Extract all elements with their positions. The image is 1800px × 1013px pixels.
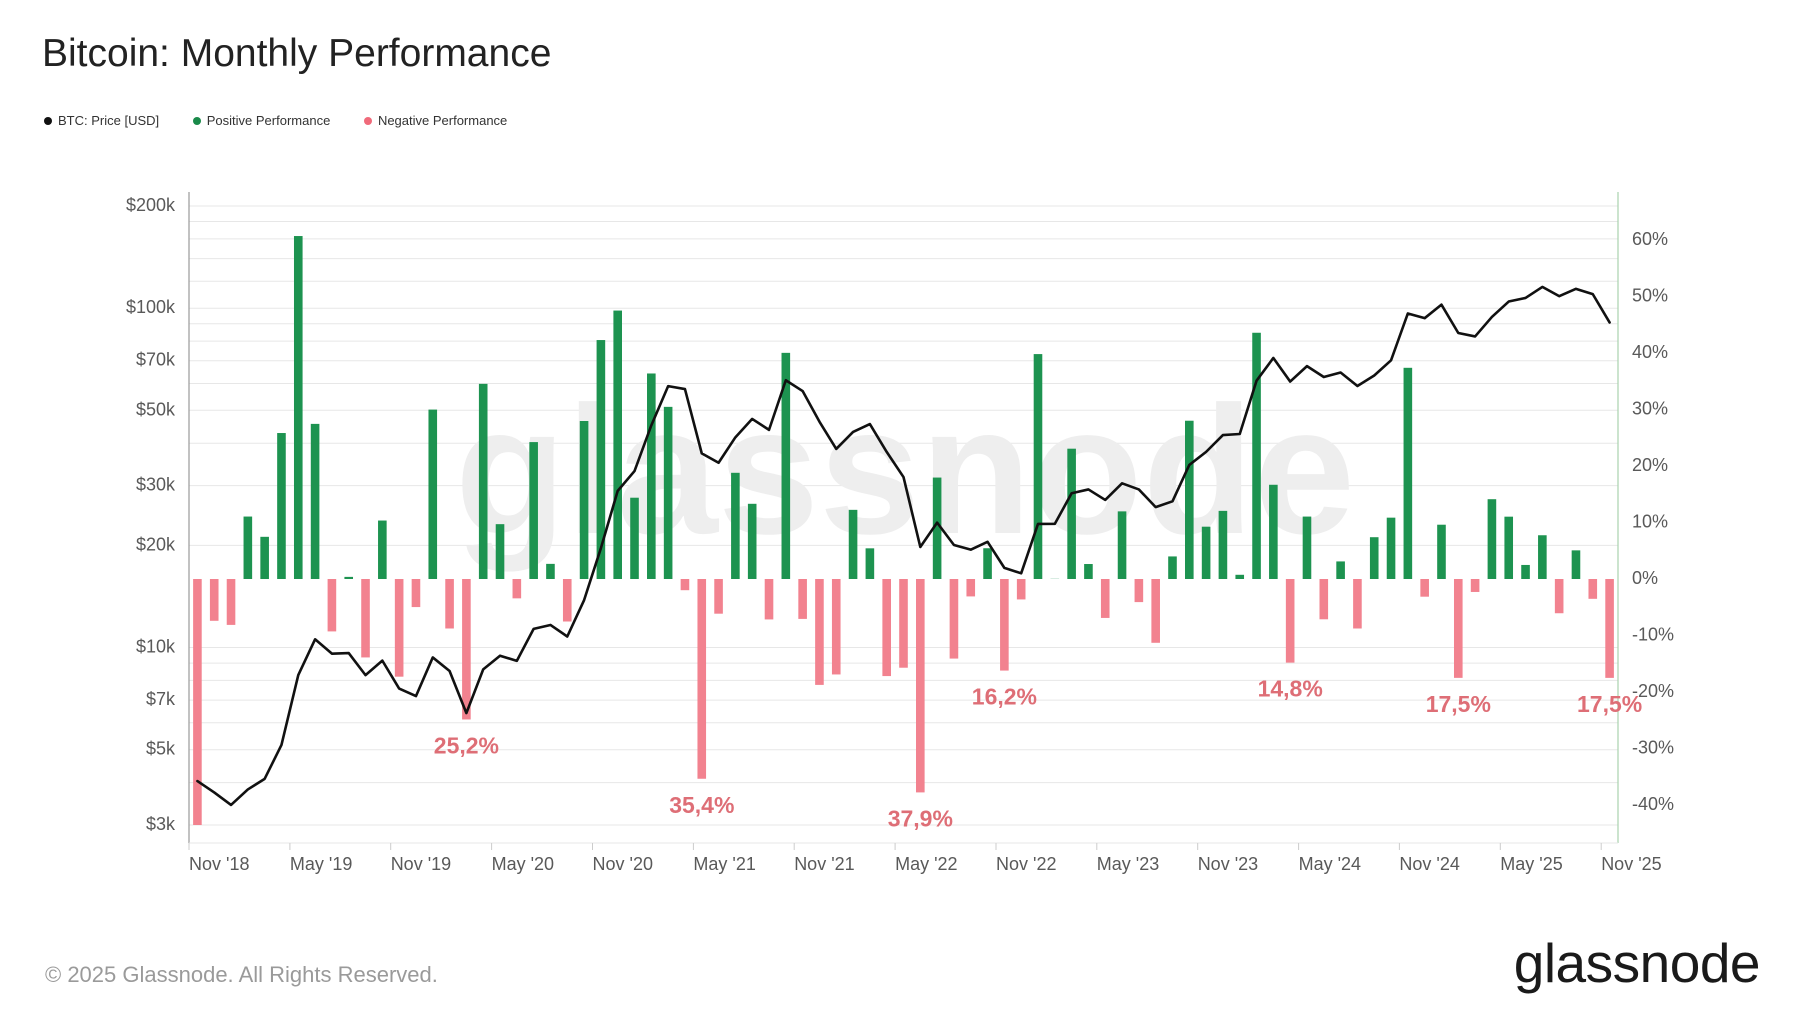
svg-text:$20k: $20k bbox=[136, 534, 176, 554]
svg-text:Nov '23: Nov '23 bbox=[1198, 854, 1258, 874]
svg-text:Nov '20: Nov '20 bbox=[593, 854, 653, 874]
svg-text:$30k: $30k bbox=[136, 475, 176, 495]
svg-text:$10k: $10k bbox=[136, 637, 176, 657]
svg-text:37,9%: 37,9% bbox=[888, 805, 953, 831]
svg-text:May '19: May '19 bbox=[290, 854, 352, 874]
svg-text:May '21: May '21 bbox=[693, 854, 755, 874]
svg-text:10%: 10% bbox=[1632, 512, 1668, 532]
svg-text:35,4%: 35,4% bbox=[669, 792, 734, 818]
svg-text:May '22: May '22 bbox=[895, 854, 957, 874]
svg-text:-40%: -40% bbox=[1632, 794, 1674, 814]
svg-text:25,2%: 25,2% bbox=[434, 733, 499, 759]
svg-text:14,8%: 14,8% bbox=[1258, 676, 1323, 702]
svg-text:17,5%: 17,5% bbox=[1426, 691, 1491, 717]
svg-text:Nov '25: Nov '25 bbox=[1601, 854, 1661, 874]
svg-text:0%: 0% bbox=[1632, 568, 1658, 588]
svg-text:17,5%: 17,5% bbox=[1577, 691, 1642, 717]
svg-text:May '25: May '25 bbox=[1500, 854, 1562, 874]
svg-text:Nov '22: Nov '22 bbox=[996, 854, 1056, 874]
svg-text:-10%: -10% bbox=[1632, 625, 1674, 645]
svg-text:50%: 50% bbox=[1632, 286, 1668, 306]
svg-text:$200k: $200k bbox=[126, 195, 176, 215]
svg-text:$50k: $50k bbox=[136, 399, 176, 419]
svg-text:$3k: $3k bbox=[146, 814, 176, 834]
svg-text:60%: 60% bbox=[1632, 229, 1668, 249]
svg-text:20%: 20% bbox=[1632, 455, 1668, 475]
svg-text:May '20: May '20 bbox=[492, 854, 554, 874]
svg-text:May '23: May '23 bbox=[1097, 854, 1159, 874]
svg-text:$70k: $70k bbox=[136, 350, 176, 370]
svg-text:Nov '19: Nov '19 bbox=[391, 854, 451, 874]
svg-text:-30%: -30% bbox=[1632, 738, 1674, 758]
svg-text:Nov '21: Nov '21 bbox=[794, 854, 854, 874]
svg-text:40%: 40% bbox=[1632, 342, 1668, 362]
svg-text:May '24: May '24 bbox=[1299, 854, 1361, 874]
svg-text:$100k: $100k bbox=[126, 297, 176, 317]
svg-text:16,2%: 16,2% bbox=[972, 684, 1037, 710]
svg-text:30%: 30% bbox=[1632, 399, 1668, 419]
svg-text:$7k: $7k bbox=[146, 689, 176, 709]
svg-text:$5k: $5k bbox=[146, 739, 176, 759]
svg-text:Nov '24: Nov '24 bbox=[1399, 854, 1459, 874]
svg-text:Nov '18: Nov '18 bbox=[189, 854, 249, 874]
